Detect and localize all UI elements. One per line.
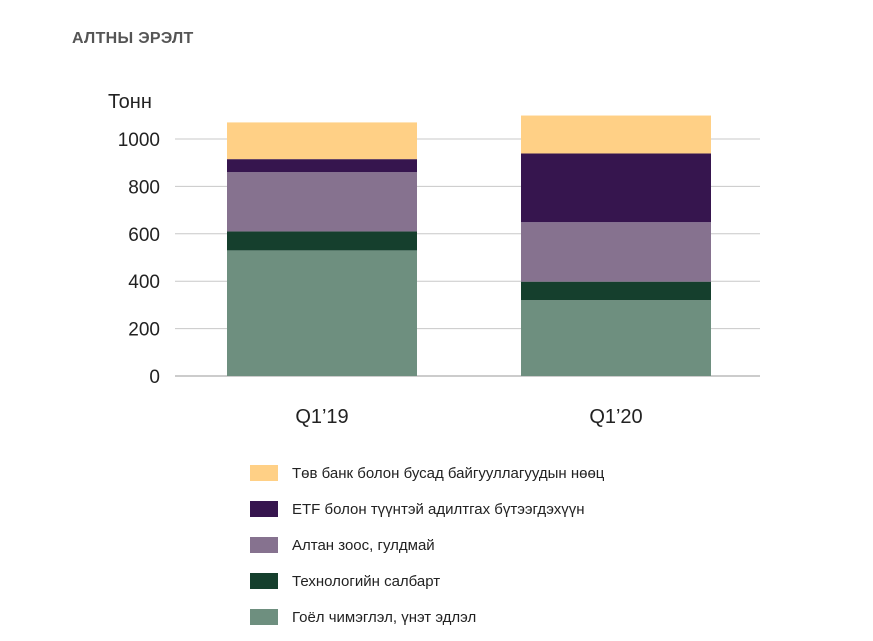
y-tick-label: 800	[128, 177, 160, 198]
legend-label: Гоёл чимэглэл, үнэт эдлэл	[292, 608, 477, 626]
y-tick-label: 400	[128, 272, 160, 293]
bar-segment	[521, 153, 711, 223]
y-tick-label: 200	[128, 320, 160, 341]
y-tick-label: 1000	[118, 130, 160, 151]
legend-swatch	[250, 573, 278, 589]
y-tick-labels: 0 200 400 600 800 1000	[118, 130, 160, 388]
legend-label: Төв банк болон бусад байгууллагуудын нөө…	[292, 464, 605, 482]
y-tick-label: 600	[128, 225, 160, 246]
legend-swatch	[250, 501, 278, 517]
bar-segment	[521, 281, 711, 301]
bar-segment	[227, 172, 417, 232]
legend-label: ETF болон түүнтэй адилтгах бүтээгдэхүүн	[292, 500, 585, 518]
bar-segment	[227, 122, 417, 160]
chart-title: АЛТНЫ ЭРЭЛТ	[72, 30, 194, 47]
legend-label: Технологийн салбарт	[292, 572, 441, 590]
legend-item: Технологийн салбарт	[250, 563, 604, 599]
y-axis-label: Тонн	[108, 91, 152, 113]
legend-swatch	[250, 609, 278, 625]
x-category-label: Q1’19	[295, 406, 348, 428]
legend-item: Төв банк болон бусад байгууллагуудын нөө…	[250, 455, 604, 491]
bar-segment	[227, 250, 417, 376]
legend-swatch	[250, 537, 278, 553]
bars	[227, 115, 711, 376]
y-tick-label: 0	[149, 367, 160, 388]
x-category-labels: Q1’19 Q1’20	[295, 406, 642, 428]
stacked-bar-chart: 0 200 400 600 800 1000 Q1’19 Q1’20 Тонн	[108, 91, 760, 428]
legend-item: Гоёл чимэглэл, үнэт эдлэл	[250, 599, 604, 635]
bar-segment	[521, 300, 711, 376]
legend: Төв банк болон бусад байгууллагуудын нөө…	[250, 455, 604, 635]
bar-segment	[227, 231, 417, 251]
bar-segment	[521, 115, 711, 154]
legend-item: Алтан зоос, гулдмай	[250, 527, 604, 563]
legend-item: ETF болон түүнтэй адилтгах бүтээгдэхүүн	[250, 491, 604, 527]
legend-label: Алтан зоос, гулдмай	[292, 536, 435, 554]
legend-swatch	[250, 465, 278, 481]
x-category-label: Q1’20	[589, 406, 642, 428]
bar-segment	[521, 222, 711, 282]
bar-segment	[227, 159, 417, 173]
